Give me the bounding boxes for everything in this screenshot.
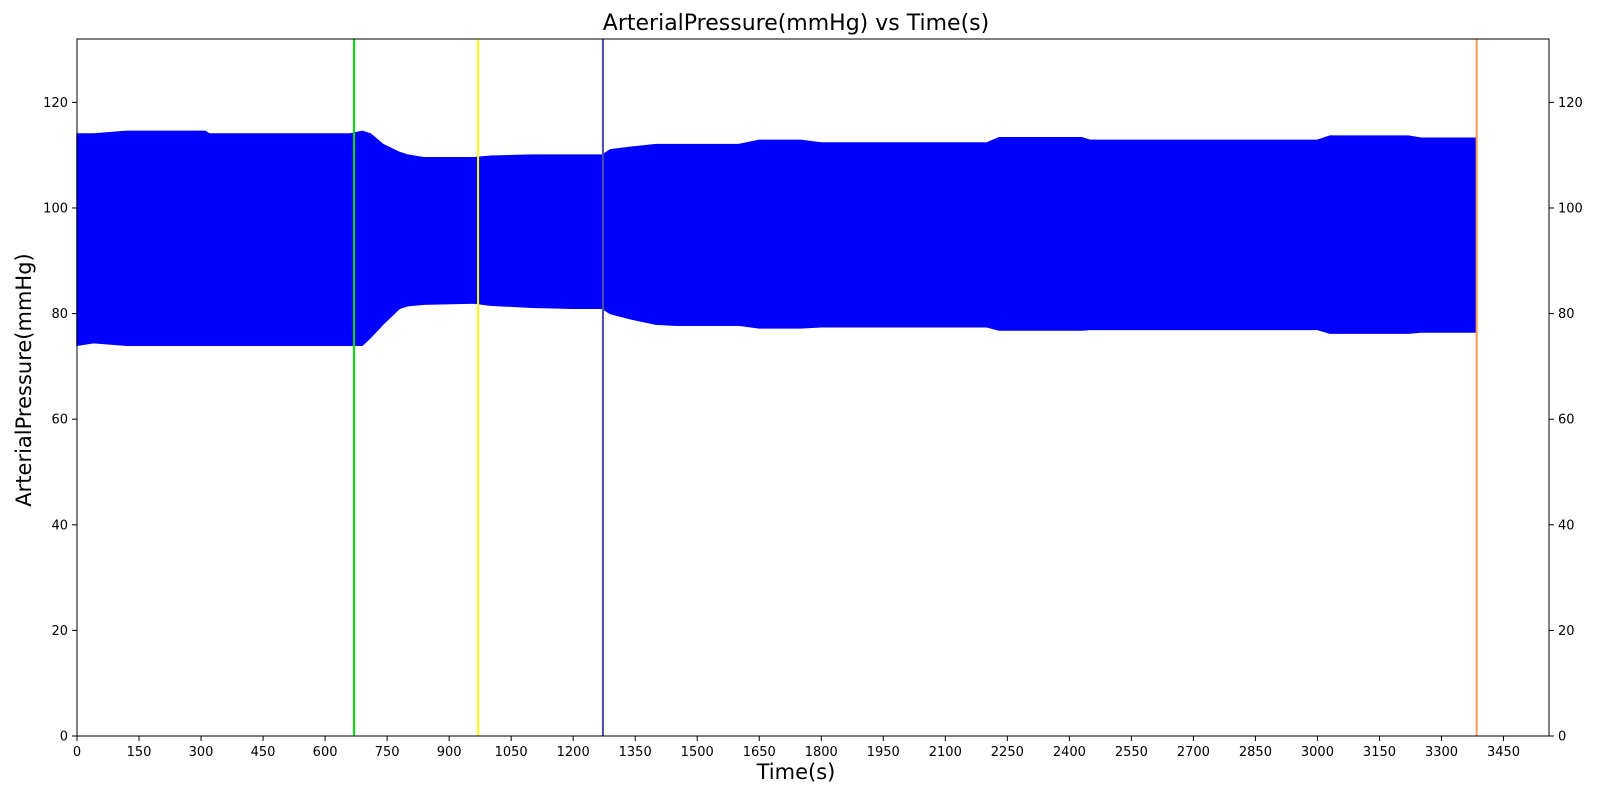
- x-tick-label: 1350: [619, 745, 652, 760]
- pressure-band-0: [76, 130, 1478, 347]
- y-tick-label: 40: [51, 518, 68, 533]
- x-tick-label: 0: [73, 745, 81, 760]
- x-axis: 0 150 300 450 600 750 900 1050 1200 1350 1500 1650 1…: [73, 736, 1520, 760]
- y-right-tick-label: 40: [1558, 518, 1575, 533]
- x-tick-label: 1650: [743, 745, 776, 760]
- marker-line-layer: [353, 39, 1478, 736]
- y-tick-label: 80: [51, 307, 68, 322]
- y-axis-left: 0 20 40 60 80 100 120: [43, 96, 77, 745]
- x-axis-label: Time(s): [756, 760, 836, 784]
- y-tick-label: 20: [51, 624, 68, 639]
- x-tick-label: 3000: [1301, 745, 1334, 760]
- y-right-tick-label: 100: [1558, 201, 1583, 216]
- x-tick-label: 1200: [557, 745, 590, 760]
- x-tick-label: 600: [313, 745, 338, 760]
- y-tick-label: 60: [51, 413, 68, 428]
- x-tick-label: 300: [189, 745, 214, 760]
- x-tick-label: 2550: [1115, 745, 1148, 760]
- x-tick-label: 2700: [1177, 745, 1210, 760]
- x-tick-label: 750: [375, 745, 400, 760]
- x-tick-label: 1500: [681, 745, 714, 760]
- y-right-tick-label: 80: [1558, 307, 1575, 322]
- x-tick-label: 3450: [1487, 745, 1520, 760]
- y-tick-label: 0: [60, 730, 68, 745]
- x-tick-label: 2850: [1239, 745, 1272, 760]
- x-tick-label: 1800: [805, 745, 838, 760]
- x-tick-label: 450: [251, 745, 276, 760]
- x-tick-label: 1050: [495, 745, 528, 760]
- x-tick-label: 3150: [1363, 745, 1396, 760]
- y-right-tick-label: 0: [1558, 730, 1566, 745]
- plot-frame: [76, 38, 1550, 737]
- x-tick-label: 150: [127, 745, 152, 760]
- x-tick-label: 2250: [991, 745, 1024, 760]
- x-tick-label: 3300: [1425, 745, 1458, 760]
- y-axis-label: ArterialPressure(mmHg): [12, 253, 36, 506]
- x-tick-label: 2400: [1053, 745, 1086, 760]
- y-right-tick-label: 120: [1558, 96, 1583, 111]
- y-tick-label: 100: [43, 201, 68, 216]
- y-right-tick-label: 20: [1558, 624, 1575, 639]
- x-tick-label: 1950: [867, 745, 900, 760]
- y-right-tick-label: 60: [1558, 413, 1575, 428]
- chart-title: ArterialPressure(mmHg) vs Time(s): [603, 11, 989, 36]
- x-tick-label: 2100: [929, 745, 962, 760]
- x-tick-label: 900: [437, 745, 462, 760]
- pressure-band-layer: [76, 130, 1478, 347]
- y-axis-right: 0 20 40 60 80 100 120: [1549, 96, 1583, 745]
- y-tick-label: 120: [43, 96, 68, 111]
